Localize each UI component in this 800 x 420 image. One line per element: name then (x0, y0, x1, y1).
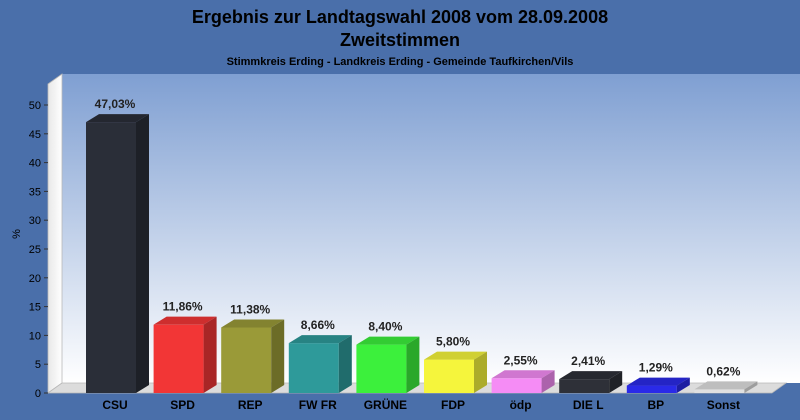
x-axis-labels: CSU SPD REP FW FR GRÜNE FDP ödp DIE L BP Sonst (102, 397, 740, 412)
bar-front (86, 122, 136, 393)
bar-sonst (694, 381, 758, 393)
y-tick-label: 10 (29, 330, 41, 342)
chart-title: Ergebnis zur Landtagswahl 2008 vom 28.09… (192, 7, 608, 27)
plot-back-wall (62, 74, 800, 383)
bar-spd (153, 316, 217, 393)
bar-side (136, 114, 149, 393)
y-tick-label: 5 (35, 359, 41, 371)
y-tick-label: 20 (29, 273, 41, 285)
category-label: REP (238, 398, 263, 412)
category-label: FW FR (299, 398, 337, 412)
bar-front (491, 378, 542, 393)
value-label: 47,03% (95, 97, 136, 111)
bar-side (541, 370, 555, 393)
y-tick-label: 50 (29, 100, 41, 112)
category-label: SPD (170, 398, 195, 412)
category-label: FDP (441, 398, 465, 412)
y-tick-label: 45 (29, 129, 41, 141)
bar-rep (221, 319, 285, 393)
bar-fw-fr (288, 335, 352, 393)
value-label: 8,40% (368, 320, 402, 334)
value-label: 8,66% (301, 318, 335, 332)
bar-ödp (491, 370, 555, 393)
y-tick-label: 40 (29, 158, 41, 170)
chart-subtitle: Zweitstimmen (340, 30, 460, 50)
bar-front (694, 389, 745, 393)
bar-side (203, 316, 217, 393)
value-label: 2,55% (504, 353, 538, 367)
y-tick-label: 25 (29, 244, 41, 256)
bar-front (424, 359, 474, 393)
bar-side (609, 371, 623, 393)
bar-side (744, 381, 758, 393)
bar-top (153, 316, 217, 325)
value-label: 11,38% (230, 302, 270, 316)
bars (86, 114, 758, 393)
value-label: 11,86% (163, 300, 203, 314)
value-label: 1,29% (639, 361, 673, 375)
y-axis-label: % (11, 229, 23, 239)
bar-side (338, 335, 352, 393)
bar-side (474, 351, 487, 393)
category-label: ödp (510, 398, 532, 412)
bar-fdp (424, 351, 487, 393)
y-axis: 0 5 10 15 20 25 30 35 40 45 50 (29, 100, 48, 400)
value-label: 0,62% (706, 364, 740, 378)
bar-top (694, 381, 758, 390)
value-labels: 47,03% 11,86% 11,38% 8,66% 8,40% 5,80% 2,55% 2,… (95, 97, 741, 378)
y-tick-label: 30 (29, 215, 41, 227)
bar-top (626, 377, 690, 386)
bar-grüne (356, 336, 420, 393)
chart-subtitle-region: Stimmkreis Erding - Landkreis Erding - G… (227, 56, 574, 68)
bar-bp (626, 377, 690, 393)
bar-front (559, 379, 610, 393)
value-label: 2,41% (571, 354, 605, 368)
bar-top (559, 371, 623, 380)
value-label: 5,80% (436, 335, 470, 349)
bar-side (676, 377, 690, 393)
bar-side (406, 336, 420, 393)
bar-die-l (559, 371, 623, 393)
bar-front (221, 327, 272, 393)
category-label: Sonst (707, 398, 740, 412)
category-label: DIE L (573, 398, 604, 412)
bar-side (271, 319, 285, 393)
category-label: CSU (102, 398, 127, 412)
bar-top (221, 319, 285, 328)
bar-front (288, 343, 339, 393)
bar-front (626, 385, 677, 393)
bar-top (424, 351, 487, 360)
bar-csu (86, 114, 149, 393)
bar-top (356, 336, 420, 345)
plot-left-wall (47, 73, 63, 394)
bar-top (86, 114, 149, 123)
bar-top (491, 370, 555, 379)
y-tick-label: 0 (35, 388, 41, 400)
bar-front (356, 344, 407, 393)
y-tick-label: 15 (29, 302, 41, 314)
y-tick-label: 35 (29, 186, 41, 198)
bar-top (288, 335, 352, 344)
bar-front (153, 324, 204, 393)
category-label: BP (647, 398, 664, 412)
category-label: GRÜNE (364, 397, 407, 412)
